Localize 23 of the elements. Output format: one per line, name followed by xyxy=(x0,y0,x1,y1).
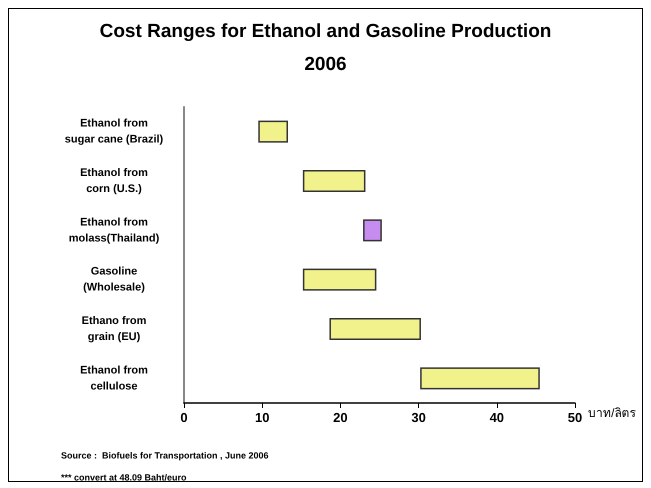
y-tick-label: Ethanol from cellulose xyxy=(80,364,148,392)
y-tick-label: Ethano from grain (EU) xyxy=(82,315,147,343)
x-tick-label: 40 xyxy=(490,410,504,425)
text: *** convert at 48.09 Baht/euro xyxy=(61,472,188,482)
bar xyxy=(420,367,540,390)
bar xyxy=(363,219,382,242)
chart-title: Cost Ranges for Ethanol and Gasoline Production xyxy=(100,21,552,42)
bar xyxy=(329,318,421,340)
bar xyxy=(302,170,366,192)
bar xyxy=(258,120,288,143)
chart-subtitle: 2006 xyxy=(304,54,347,75)
y-tick-label: Ethanol from sugar cane (Brazil) xyxy=(64,118,164,146)
y-tick-label: Ethanol from corn (U.S.) xyxy=(80,167,148,195)
bar xyxy=(302,268,376,291)
x-tick-label: 10 xyxy=(254,410,270,425)
x-tick-label: 30 xyxy=(411,410,426,425)
x-tick-label: 20 xyxy=(333,410,348,425)
x-tick-label: 0 xyxy=(180,410,188,425)
source-note: Source : Biofuels for Transportation , June 2006 xyxy=(61,450,269,460)
x-axis-title: บาท/ลิตร xyxy=(588,406,636,420)
y-tick-label: Ethanol from molass(Thailand) xyxy=(68,216,160,244)
x-tick-label: 50 xyxy=(568,410,582,425)
y-tick-label: Gasoline (Wholesale) xyxy=(83,266,146,294)
